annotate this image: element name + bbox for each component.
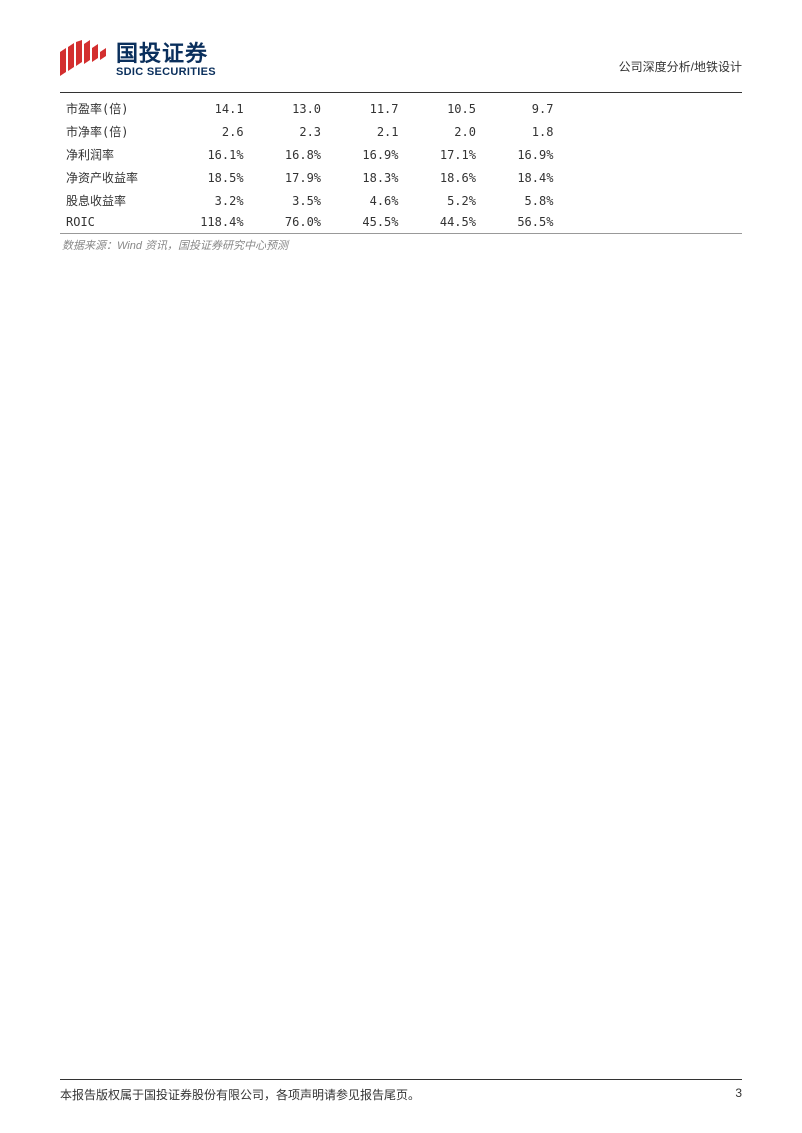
table-row: ROIC118.4%76.0%45.5%44.5%56.5% — [60, 212, 742, 234]
metric-value: 16.9% — [476, 143, 553, 166]
page-header: 国投证券 SDIC SECURITIES 公司深度分析/地铁设计 — [60, 40, 742, 80]
metric-value: 18.6% — [399, 166, 476, 189]
metric-value: 4.6% — [321, 189, 398, 212]
logo-block: 国投证券 SDIC SECURITIES — [60, 40, 216, 80]
metric-label: 净资产收益率 — [60, 166, 166, 189]
metric-value: 18.5% — [166, 166, 244, 189]
table-row: 股息收益率3.2%3.5%4.6%5.2%5.8% — [60, 189, 742, 212]
metric-value: 118.4% — [166, 212, 244, 234]
financial-table: 市盈率(倍)14.113.011.710.59.7市净率(倍)2.62.32.1… — [60, 97, 742, 234]
metric-value: 17.1% — [399, 143, 476, 166]
metric-value: 5.8% — [476, 189, 553, 212]
metric-label: 净利润率 — [60, 143, 166, 166]
metric-value: 2.6 — [166, 120, 244, 143]
logo-chinese: 国投证券 — [116, 42, 216, 66]
metric-value: 2.1 — [321, 120, 398, 143]
metric-value: 45.5% — [321, 212, 398, 234]
logo-text: 国投证券 SDIC SECURITIES — [116, 42, 216, 78]
table-row: 市净率(倍)2.62.32.12.01.8 — [60, 120, 742, 143]
logo-english: SDIC SECURITIES — [116, 66, 216, 78]
page-number: 3 — [735, 1086, 742, 1103]
metric-value: 3.5% — [244, 189, 321, 212]
metric-value: 13.0 — [244, 97, 321, 120]
metric-label: ROIC — [60, 212, 166, 234]
metric-value: 16.8% — [244, 143, 321, 166]
company-logo-icon — [60, 40, 108, 80]
page-footer: 本报告版权属于国投证券股份有限公司，各项声明请参见报告尾页。 3 — [60, 1079, 742, 1103]
metric-value: 10.5 — [399, 97, 476, 120]
metric-value: 16.1% — [166, 143, 244, 166]
metric-value: 14.1 — [166, 97, 244, 120]
metric-value: 18.4% — [476, 166, 553, 189]
metric-value: 18.3% — [321, 166, 398, 189]
table-row: 净资产收益率18.5%17.9%18.3%18.6%18.4% — [60, 166, 742, 189]
header-divider — [60, 92, 742, 93]
metric-label: 股息收益率 — [60, 189, 166, 212]
metric-value: 1.8 — [476, 120, 553, 143]
metric-value: 56.5% — [476, 212, 553, 234]
copyright-text: 本报告版权属于国投证券股份有限公司，各项声明请参见报告尾页。 — [60, 1086, 420, 1103]
metric-value: 2.3 — [244, 120, 321, 143]
metric-value: 44.5% — [399, 212, 476, 234]
metric-value: 16.9% — [321, 143, 398, 166]
table-row: 净利润率16.1%16.8%16.9%17.1%16.9% — [60, 143, 742, 166]
metric-value: 3.2% — [166, 189, 244, 212]
document-category: 公司深度分析/地铁设计 — [619, 58, 742, 75]
metric-label: 市盈率(倍) — [60, 97, 166, 120]
metric-value: 2.0 — [399, 120, 476, 143]
metric-value: 11.7 — [321, 97, 398, 120]
metric-value: 9.7 — [476, 97, 553, 120]
metric-label: 市净率(倍) — [60, 120, 166, 143]
metric-value: 76.0% — [244, 212, 321, 234]
data-source-note: 数据来源：Wind 资讯，国投证券研究中心预测 — [60, 237, 742, 253]
metric-value: 5.2% — [399, 189, 476, 212]
metric-value: 17.9% — [244, 166, 321, 189]
table-row: 市盈率(倍)14.113.011.710.59.7 — [60, 97, 742, 120]
